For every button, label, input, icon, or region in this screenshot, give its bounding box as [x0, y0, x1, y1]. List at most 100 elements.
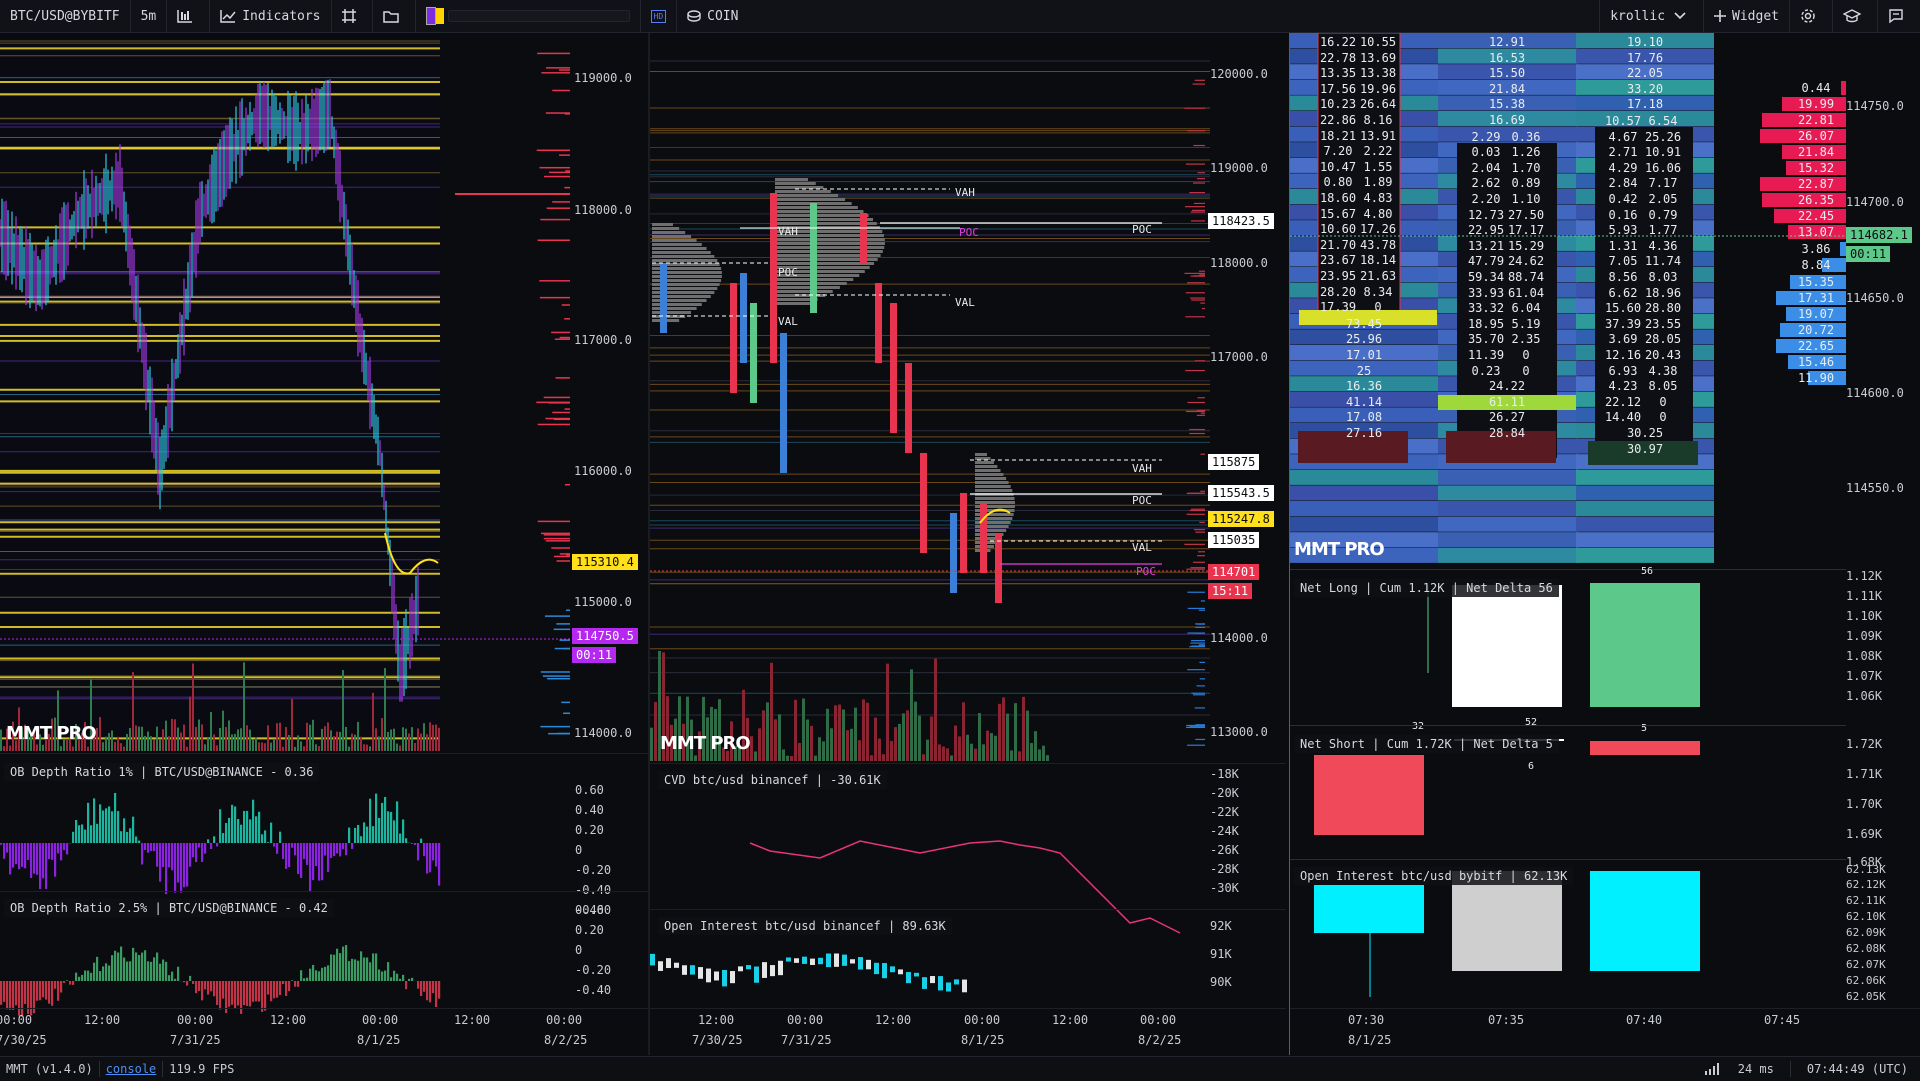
- chart-type-button[interactable]: [167, 0, 210, 32]
- orderbook-level: [555, 377, 570, 379]
- volume-bar: [153, 740, 155, 751]
- orderbook-level: [1201, 413, 1205, 414]
- footprint-value: 2.20: [1466, 192, 1506, 206]
- volume-bar: [906, 710, 909, 761]
- volume-profile-bar: [775, 242, 885, 245]
- nl-tick: 1.06K: [1846, 689, 1882, 703]
- orderbook-level: [1197, 178, 1205, 179]
- footprint-value: 22.81: [1796, 113, 1836, 127]
- oi-candle: [914, 973, 919, 977]
- ob-depth-bar: [186, 981, 188, 986]
- ob-depth-bar: [336, 843, 338, 853]
- volume-bar: [842, 709, 845, 761]
- ob-depth-bar: [189, 976, 191, 981]
- heatmap-color-control[interactable]: [416, 0, 641, 32]
- ob-depth-bar: [405, 981, 407, 989]
- ob-depth-bar: [159, 964, 161, 981]
- volume-bar: [810, 726, 813, 761]
- heatmap-chart-panel[interactable]: MMT PRO 119000.0 118000.0 117000.0 11600…: [0, 33, 648, 1055]
- volume-bar: [36, 744, 38, 751]
- symbol-selector[interactable]: BTC/USD@BYBITF: [0, 0, 131, 32]
- ob-depth-bar: [411, 843, 413, 844]
- footprint-value: 28.20: [1318, 285, 1358, 299]
- ob-depth-bar: [63, 981, 65, 983]
- orderbook-level: [1195, 707, 1205, 708]
- console-link[interactable]: console: [100, 1062, 163, 1076]
- messages-button[interactable]: [1877, 0, 1920, 32]
- time-tick: 07:40: [1626, 1013, 1662, 1027]
- price-tick: 115000.0: [574, 595, 632, 609]
- ob1-tick: -0.40: [575, 883, 611, 897]
- orderbook-level: [1189, 433, 1205, 434]
- ob-depth-bar: [87, 803, 89, 843]
- level-tag: 115035: [1208, 532, 1259, 548]
- footprint-value: 30.97: [1625, 442, 1665, 456]
- ob-depth-bar: [144, 950, 146, 981]
- ob-depth-bar: [114, 793, 116, 843]
- footprint-chart-panel[interactable]: MMT PRO VAH POC VAL VAH POC POC VAL VAH …: [650, 33, 1286, 1055]
- cvd-tick: -26K: [1210, 843, 1239, 857]
- oi-candle: [650, 954, 655, 966]
- volume-profile-bar: [652, 247, 707, 250]
- open-folder-button[interactable]: [373, 0, 416, 32]
- ob-depth-bar: [105, 808, 107, 843]
- volume-profile-bar: [975, 465, 997, 468]
- ob-depth-bar: [201, 843, 203, 862]
- orderbook-level: [1193, 182, 1205, 183]
- volume-bar: [165, 721, 167, 751]
- user-menu[interactable]: krollic: [1599, 0, 1703, 32]
- volume-bar: [866, 703, 869, 761]
- ob-depth-bar: [258, 812, 260, 843]
- volume-bar: [408, 733, 410, 751]
- ob-depth-bar: [234, 981, 236, 1008]
- footprint-value: 17.18: [1625, 97, 1665, 111]
- orderbook-level: [1194, 203, 1205, 204]
- footprint-value: 22.78: [1318, 51, 1358, 65]
- volume-bar: [144, 736, 146, 751]
- orderbook-level: [1187, 669, 1205, 670]
- ob-depth-bar: [282, 981, 284, 984]
- ob-depth-bar: [261, 834, 263, 843]
- coin-mode-button[interactable]: COIN: [677, 0, 748, 32]
- footprint-value: 1.77: [1643, 223, 1683, 237]
- ob-depth-bar: [303, 978, 305, 981]
- orderbook-level: [546, 540, 570, 542]
- volume-profile-bar: [775, 246, 884, 249]
- hd-toggle[interactable]: HD: [641, 0, 678, 32]
- indicators-button[interactable]: Indicators: [210, 0, 331, 32]
- footprint-value: 22.45: [1796, 209, 1836, 223]
- layout-button[interactable]: [332, 0, 373, 32]
- ob-depth-bar: [21, 843, 23, 867]
- volume-profile-bar: [775, 182, 816, 185]
- volume-bar: [189, 697, 191, 751]
- volume-profile-bar: [652, 239, 697, 242]
- ob-depth-bar: [291, 843, 293, 848]
- price-tick: 119000.0: [1210, 161, 1268, 175]
- volume-bar: [279, 723, 281, 751]
- volume-bar: [774, 719, 777, 761]
- ob-depth-bar: [51, 843, 53, 860]
- volume-profile-bar: [975, 469, 1000, 472]
- volume-bar: [432, 725, 434, 751]
- volume-bar: [120, 743, 122, 751]
- ns-tick: 1.71K: [1846, 767, 1882, 781]
- volume-bar: [60, 746, 62, 751]
- ob-depth-bar: [309, 843, 311, 892]
- settings-button[interactable]: [1789, 0, 1832, 32]
- ob-depth-bar: [75, 820, 77, 843]
- ob-depth-bar: [207, 839, 209, 843]
- ob-depth-bar: [225, 823, 227, 843]
- volume-bar: [270, 743, 272, 751]
- interval-selector[interactable]: 5m: [131, 0, 168, 32]
- heatmap-intensity-slider[interactable]: [448, 10, 630, 22]
- orderbook-level: [565, 484, 570, 486]
- add-widget-button[interactable]: Widget: [1703, 0, 1789, 32]
- education-button[interactable]: [1832, 0, 1877, 32]
- footprint-value: 19.96: [1358, 82, 1398, 96]
- volume-bar: [123, 747, 125, 751]
- level-tag: 118423.5: [1208, 213, 1274, 229]
- footprint-value: 61.04: [1506, 286, 1546, 300]
- ob-depth-bar: [12, 981, 14, 1010]
- oi-tick: 62.12K: [1846, 878, 1886, 891]
